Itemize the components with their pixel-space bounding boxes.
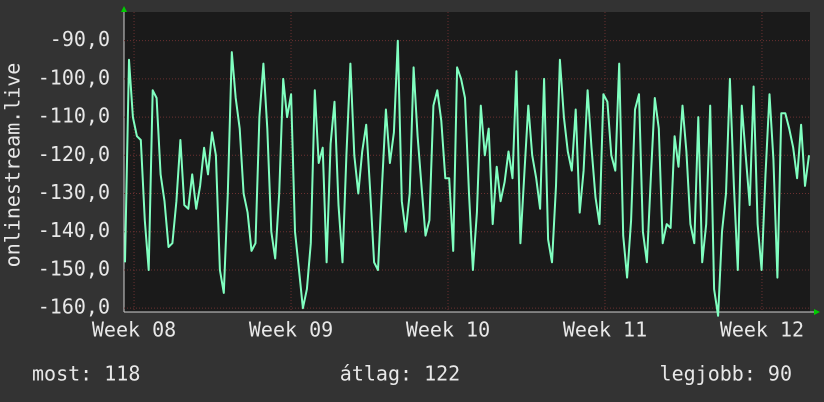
x-tick-label: Week 12 xyxy=(720,318,804,342)
y-axis-label: onlinestream.live xyxy=(1,63,25,268)
current-value: most: 118 xyxy=(32,362,140,386)
y-tick-label: -150,0 xyxy=(38,256,110,280)
x-axis-arrow xyxy=(814,309,820,315)
y-tick-label: -90,0 xyxy=(50,27,110,51)
x-tick-label: Week 11 xyxy=(563,318,647,342)
y-tick-label: -130,0 xyxy=(38,180,110,204)
y-axis-arrow xyxy=(121,6,127,12)
data-line xyxy=(124,39,810,317)
x-tick-label: Week 10 xyxy=(406,318,490,342)
best-value: legjobb: 90 xyxy=(660,362,792,386)
average-value: átlag: 122 xyxy=(340,362,460,386)
y-tick-label: -120,0 xyxy=(38,142,110,166)
y-tick-label: -100,0 xyxy=(38,65,110,89)
x-tick-label: Week 09 xyxy=(249,318,333,342)
y-tick-label: -140,0 xyxy=(38,218,110,242)
y-tick-label: -160,0 xyxy=(38,295,110,319)
x-tick-label: Week 08 xyxy=(92,318,176,342)
y-tick-label: -110,0 xyxy=(38,104,110,128)
